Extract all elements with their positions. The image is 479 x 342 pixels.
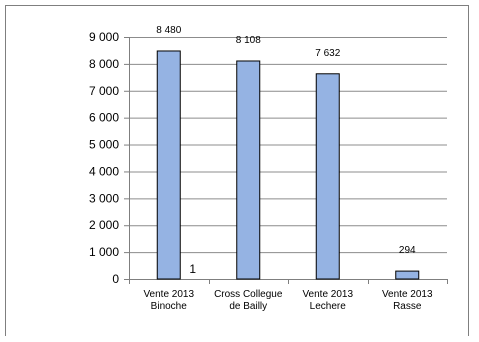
chart-frame: 0 1 000 2 000 3 000 4 000 5 000 6 000 7 000 8 00… (5, 5, 469, 336)
x-tick-label: Binoche (151, 301, 188, 312)
y-tick-label: 1 000 (89, 245, 119, 259)
y-tick-label: 3 000 (89, 191, 119, 205)
x-tick-label: Vente 2013 (143, 289, 194, 300)
data-label: 8 480 (156, 25, 181, 36)
bar (236, 60, 261, 280)
y-tick-label: 2 000 (89, 218, 119, 232)
y-tick-label: 5 000 (89, 138, 119, 152)
y-tick-label: 7 000 (89, 84, 119, 98)
x-tick-label: Lechere (310, 301, 347, 312)
x-tick-label: de Bailly (229, 301, 267, 312)
x-tick-label: Vente 2013 (382, 289, 433, 300)
data-label: 7 632 (315, 48, 340, 59)
annotation-label: 1 (189, 262, 196, 276)
bar (156, 50, 181, 280)
bar (315, 73, 340, 280)
x-tick-label: Cross Collegue (214, 289, 283, 300)
x-tick-label: Vente 2013 (302, 289, 353, 300)
y-tick-label: 8 000 (89, 57, 119, 71)
data-label: 294 (399, 245, 416, 256)
bar (395, 270, 420, 280)
y-tick-label: 4 000 (89, 164, 119, 178)
y-tick-label: 9 000 (89, 30, 119, 44)
y-tick-label: 0 (112, 272, 119, 286)
y-tick-label: 6 000 (89, 111, 119, 125)
x-tick-label: Rasse (393, 301, 422, 312)
data-label: 8 108 (236, 35, 261, 46)
bar-chart: 0 1 000 2 000 3 000 4 000 5 000 6 000 7 000 8 00… (89, 25, 448, 312)
